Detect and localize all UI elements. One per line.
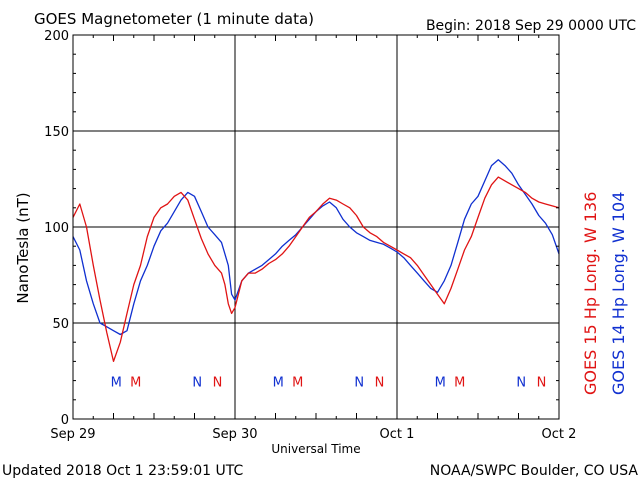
x-tick-label: Oct 2 <box>542 427 577 442</box>
y-tick-label: 150 <box>44 125 69 140</box>
series-lines <box>72 159 560 363</box>
marker-n: N <box>537 375 547 390</box>
marker-m: M <box>292 375 303 390</box>
updated-timestamp: Updated 2018 Oct 1 23:59:01 UTC <box>2 463 243 479</box>
axes: 0 50 100 150 200 Sep 29 Sep 30 Oct 1 Oct 2 <box>44 29 576 442</box>
marker-m: M <box>454 375 465 390</box>
marker-m: M <box>111 375 122 390</box>
marker-n: N <box>516 375 526 390</box>
marker-n: N <box>192 375 202 390</box>
series-line-goes14 <box>72 159 560 336</box>
y-axis-label: NanoTesla (nT) <box>14 192 32 303</box>
x-tick-label: Sep 29 <box>50 427 95 442</box>
chart-title: GOES Magnetometer (1 minute data) <box>34 10 314 28</box>
grid <box>73 35 559 419</box>
y-tick-label: 0 <box>61 413 69 428</box>
x-axis-label: Universal Time <box>271 442 360 456</box>
x-tick-label: Sep 30 <box>212 427 257 442</box>
legend-goes15: GOES 15 Hp Long. W 136 <box>581 192 600 395</box>
marker-n: N <box>213 375 223 390</box>
marker-m: M <box>435 375 446 390</box>
y-tick-label: 50 <box>52 317 69 332</box>
marker-m: M <box>273 375 284 390</box>
marker-n: N <box>354 375 364 390</box>
legend-goes14: GOES 14 Hp Long. W 104 <box>609 192 628 395</box>
x-tick-label: Oct 1 <box>380 427 415 442</box>
y-tick-label: 100 <box>44 221 69 236</box>
marker-n: N <box>375 375 385 390</box>
y-tick-label: 200 <box>44 29 69 44</box>
begin-time: Begin: 2018 Sep 29 0000 UTC <box>426 18 636 34</box>
credit-text: NOAA/SWPC Boulder, CO USA <box>430 463 639 479</box>
marker-m: M <box>130 375 141 390</box>
